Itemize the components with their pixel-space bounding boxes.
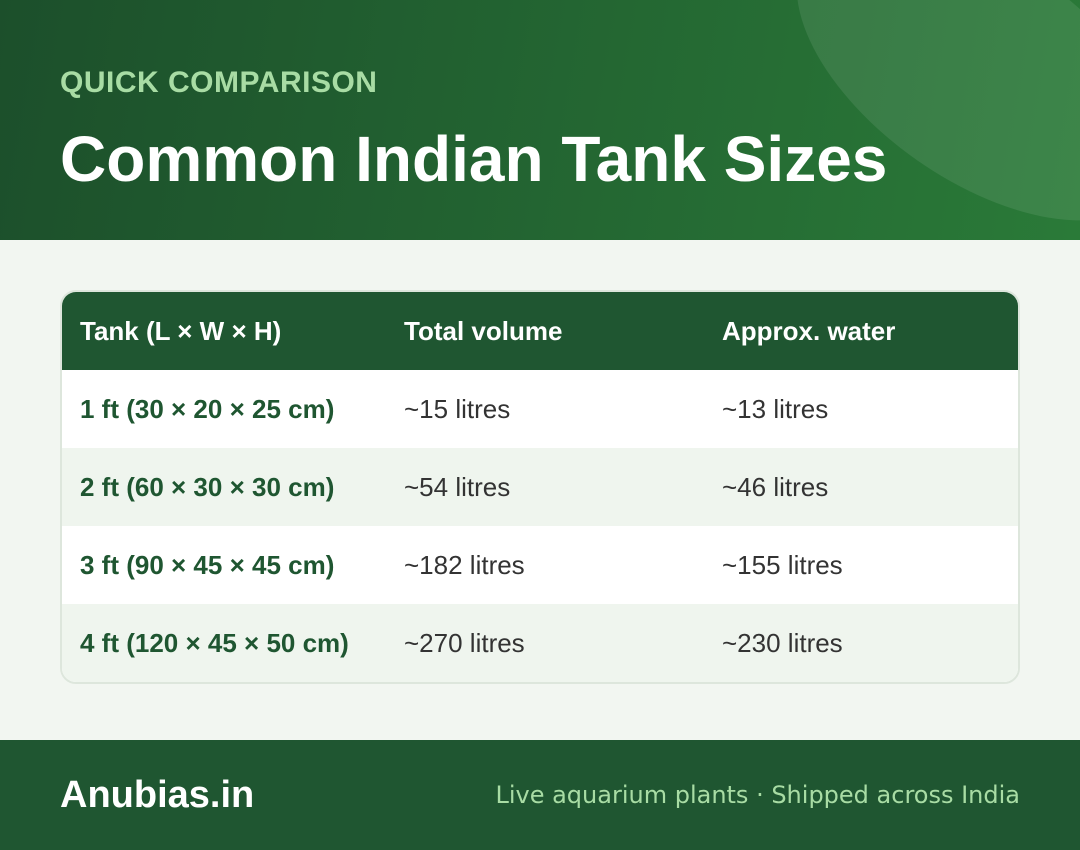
table-row: 2 ft (60 × 30 × 30 cm) ~54 litres ~46 litr… xyxy=(62,448,1018,526)
header: QUICK COMPARISON Common Indian Tank Size… xyxy=(0,0,1080,240)
column-header: Tank (L × W × H) xyxy=(80,315,282,346)
tagline: Live aquarium plants · Shipped across In… xyxy=(495,781,1020,809)
cell: 1 ft (30 × 20 × 25 cm) xyxy=(80,393,335,424)
cell: 4 ft (120 × 45 × 50 cm) xyxy=(80,627,349,658)
footer: Anubias.in Live aquarium plants · Shippe… xyxy=(0,740,1080,850)
brand: Anubias.in xyxy=(60,773,255,816)
cell: 2 ft (60 × 30 × 30 cm) xyxy=(80,471,335,502)
table-row: 3 ft (90 × 45 × 45 cm) ~182 litres ~155 li… xyxy=(62,526,1018,604)
cell: ~182 litres xyxy=(404,549,525,580)
cell: ~54 litres xyxy=(404,471,511,502)
cell: ~155 litres xyxy=(722,549,843,580)
cell: ~15 litres xyxy=(404,393,511,424)
header-row: Tank (L × W × H) Total volume Approx. wate… xyxy=(62,292,1018,370)
cell: ~13 litres xyxy=(722,393,829,424)
cell: ~46 litres xyxy=(722,471,829,502)
cell: ~270 litres xyxy=(404,627,525,658)
column-header: Total volume xyxy=(404,315,563,346)
title: Common Indian Tank Sizes xyxy=(60,123,888,195)
table-row: 4 ft (120 × 45 × 50 cm) ~270 litres ~230 l… xyxy=(62,604,1018,682)
decoration xyxy=(744,0,1080,240)
table: Tank (L × W × H) Total volume Approx. wate… xyxy=(60,290,1020,684)
cell: ~230 litres xyxy=(722,627,843,658)
column-header: Approx. water xyxy=(722,315,896,346)
eyebrow: QUICK COMPARISON xyxy=(60,66,378,99)
table-row: 1 ft (30 × 20 × 25 cm) ~15 litres ~13 litr… xyxy=(62,370,1018,448)
cell: 3 ft (90 × 45 × 45 cm) xyxy=(80,549,335,580)
